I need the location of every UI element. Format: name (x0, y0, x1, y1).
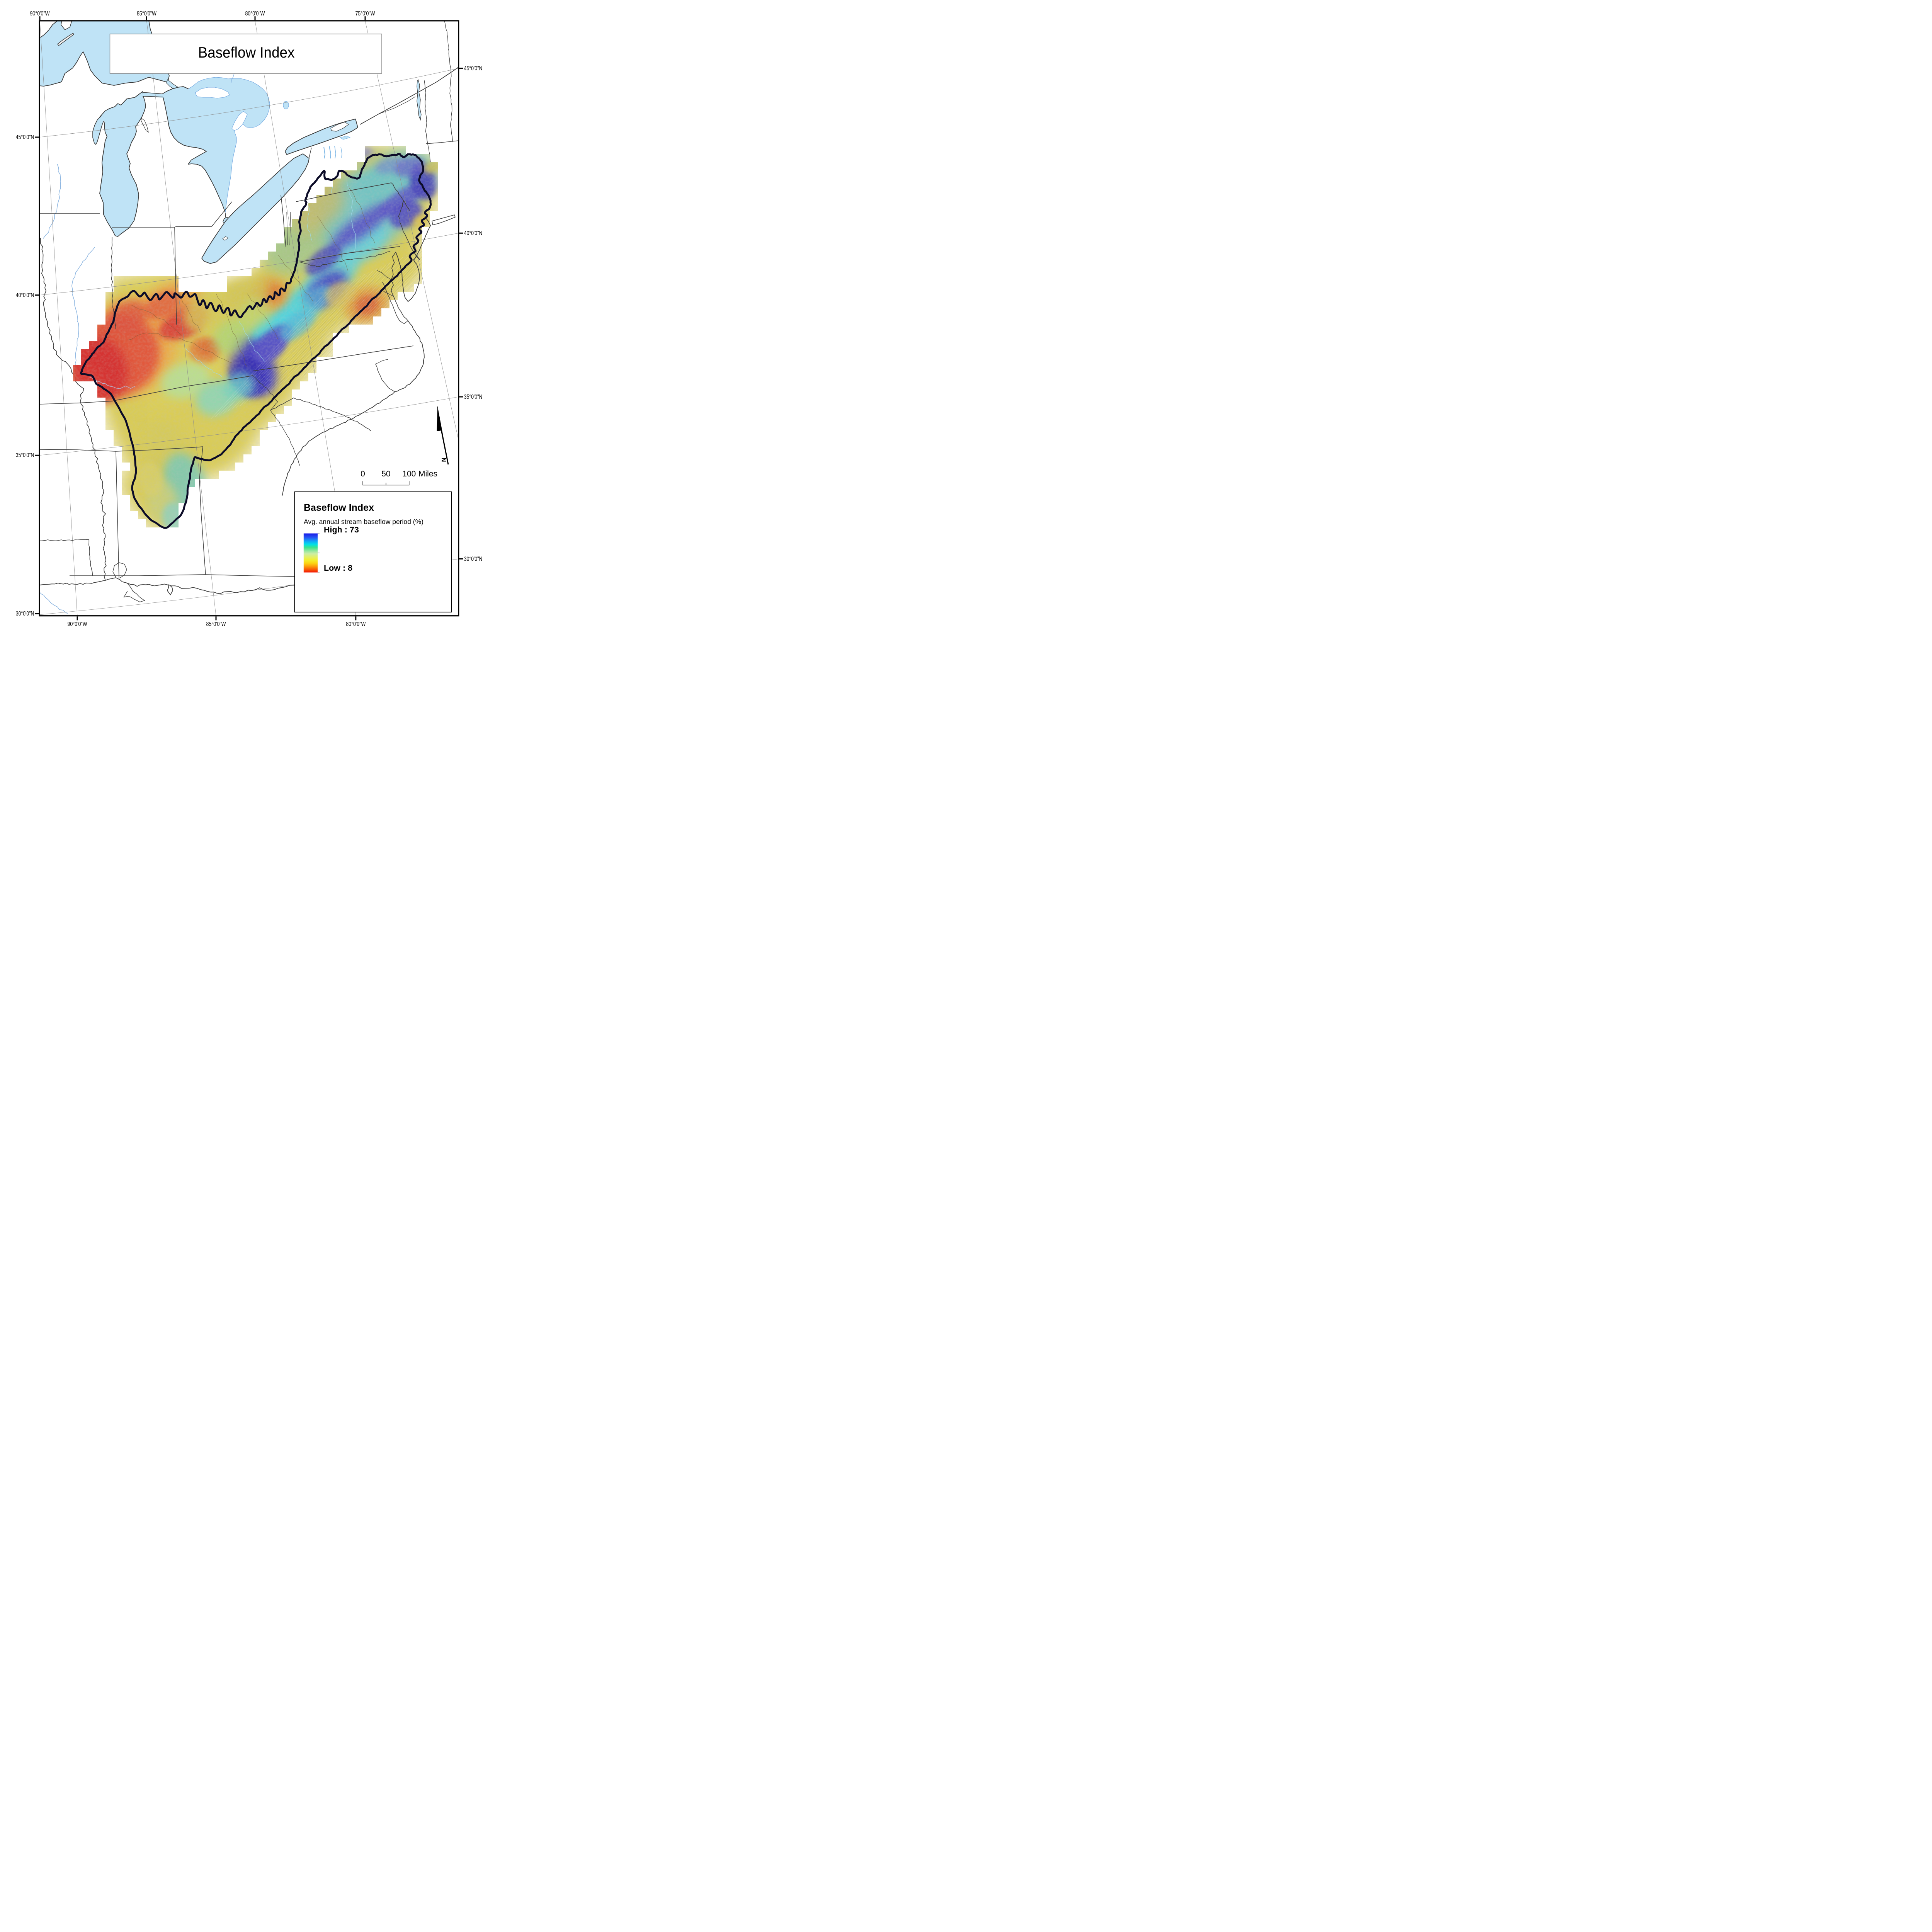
svg-text:85°0'0"W: 85°0'0"W (206, 621, 226, 628)
svg-text:30°0'0"N: 30°0'0"N (16, 611, 34, 617)
svg-text:35°0'0"N: 35°0'0"N (464, 394, 483, 400)
svg-text:Avg. annual stream baseflow pe: Avg. annual stream baseflow period (%) (304, 518, 423, 526)
svg-text:35°0'0"N: 35°0'0"N (16, 452, 34, 459)
svg-text:80°0'0"W: 80°0'0"W (346, 621, 366, 628)
svg-text:50: 50 (381, 469, 390, 478)
svg-text:90°0'0"W: 90°0'0"W (30, 10, 50, 17)
svg-text:45°0'0"N: 45°0'0"N (16, 134, 34, 141)
svg-text:80°0'0"W: 80°0'0"W (245, 10, 265, 17)
svg-text:Low : 8: Low : 8 (324, 563, 352, 573)
svg-text:30°0'0"N: 30°0'0"N (464, 556, 483, 563)
svg-text:Miles: Miles (418, 469, 437, 478)
svg-text:Baseflow Index: Baseflow Index (198, 44, 295, 61)
svg-text:45°0'0"N: 45°0'0"N (464, 65, 483, 72)
svg-text:75°0'0"W: 75°0'0"W (355, 10, 376, 17)
svg-text:100: 100 (402, 469, 416, 478)
svg-text:40°0'0"N: 40°0'0"N (464, 230, 483, 237)
svg-text:40°0'0"N: 40°0'0"N (16, 292, 34, 299)
svg-text:85°0'0"W: 85°0'0"W (137, 10, 157, 17)
svg-text:90°0'0"W: 90°0'0"W (68, 621, 88, 628)
svg-text:High : 73: High : 73 (324, 525, 359, 534)
svg-text:0: 0 (361, 469, 365, 478)
svg-text:N: N (440, 457, 447, 462)
svg-text:Baseflow Index: Baseflow Index (304, 502, 374, 513)
